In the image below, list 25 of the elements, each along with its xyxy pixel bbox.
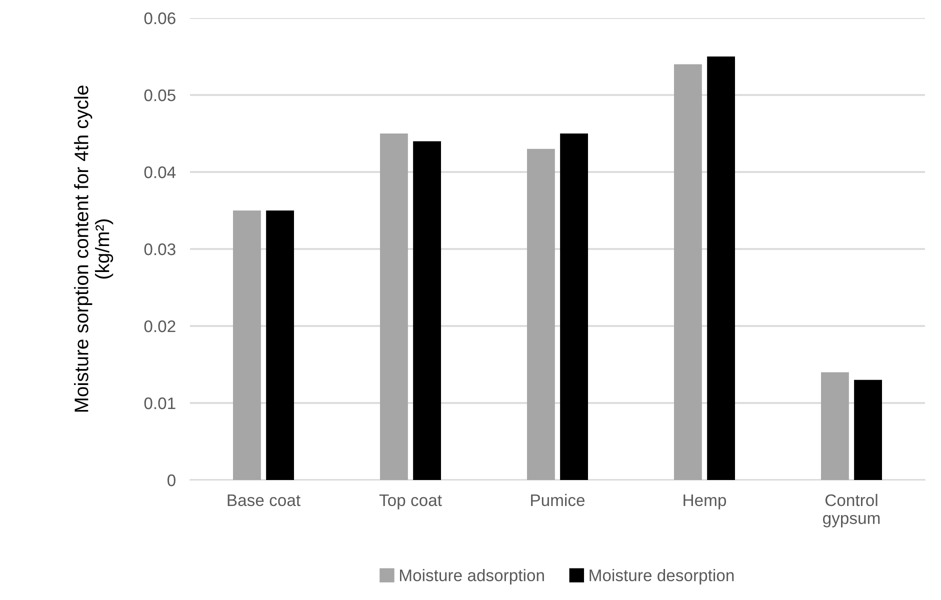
y-tick-label: 0.05 [144, 89, 176, 102]
y-tick-label: 0.06 [144, 12, 176, 24]
bar [674, 64, 702, 480]
x-tick-label: Control gypsum [823, 494, 880, 528]
y-tick-label: 0.02 [144, 320, 176, 332]
bar [560, 134, 588, 480]
legend-label: Moisture adsorption [400, 569, 544, 585]
bar [820, 372, 849, 480]
bar [232, 210, 261, 480]
y-tick-label: 0.04 [144, 166, 176, 178]
bar [707, 56, 735, 480]
y-axis-title: Moisture sorption content for 4th cycle (kg/m²) [74, 86, 114, 412]
y-tick-label: 0 [167, 474, 176, 486]
x-tick-label: Hemp [684, 494, 726, 510]
bar [266, 210, 294, 480]
x-tick-label: Base coat [228, 494, 300, 506]
bar [413, 141, 441, 480]
y-tick-label: 0.03 [144, 243, 176, 256]
legend-label: Moisture desorption [590, 569, 734, 585]
x-tick-label: Top coat [379, 494, 442, 510]
bar [380, 134, 408, 480]
bar [854, 380, 882, 480]
bar [526, 148, 555, 480]
y-tick-label: 0.01 [144, 397, 176, 410]
x-tick-label: Pumice [531, 494, 585, 506]
